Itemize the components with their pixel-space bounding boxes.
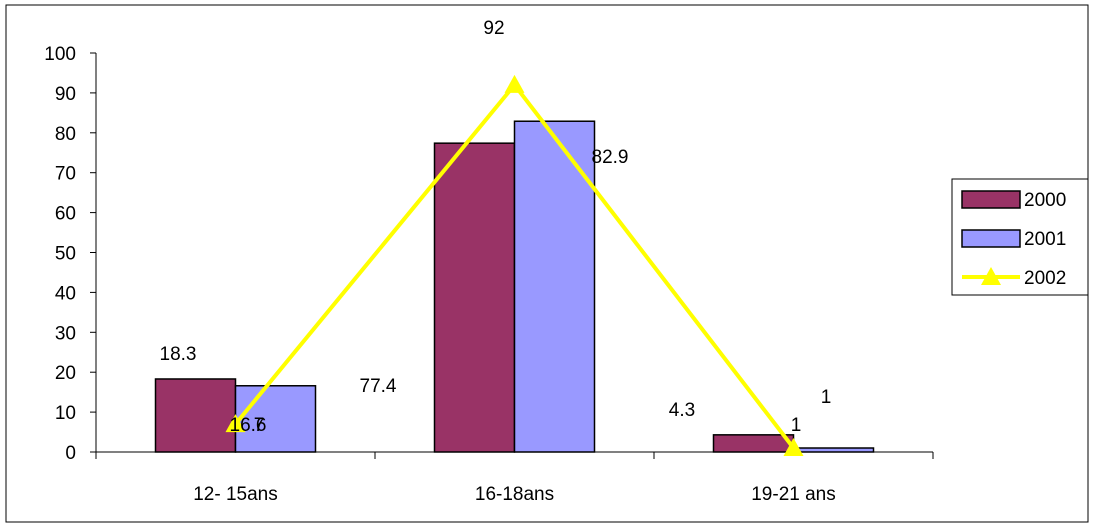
y-tick-label: 60: [55, 204, 76, 225]
bar-2001: [513, 120, 596, 453]
data-label-2000: 4.3: [669, 400, 695, 421]
y-tick-label: 90: [55, 84, 76, 105]
y-tick-label: 50: [55, 244, 76, 265]
y-tick-label: 20: [55, 363, 76, 384]
data-label-2001: 16.6: [230, 415, 267, 436]
bar-2001: [792, 447, 875, 453]
x-tick-label: 12- 15ans: [193, 484, 278, 505]
x-tick-label: 19-21 ans: [751, 484, 836, 505]
marker-2002: [504, 74, 525, 93]
data-label-2002: 92: [483, 18, 504, 39]
bar-2000: [154, 378, 237, 453]
legend-marker-2002: [981, 267, 1001, 285]
bars: [154, 120, 875, 453]
line-series: [225, 74, 804, 457]
data-label-2000: 77.4: [360, 376, 397, 397]
legend: 2000 2001 2002: [951, 178, 1089, 296]
y-tick-label: 10: [55, 403, 76, 424]
data-label-2002: 1: [791, 415, 802, 436]
y-tick-label: 80: [55, 124, 76, 145]
legend-label-2000: 2000: [1024, 190, 1066, 211]
y-tick-label: 30: [55, 323, 76, 344]
marker-2002: [225, 414, 246, 433]
x-tick-label: 16-18ans: [475, 484, 554, 505]
legend-label-2002: 2002: [1024, 268, 1066, 289]
data-label-2001: 1: [821, 387, 832, 408]
y-tick-label: 40: [55, 283, 76, 304]
legend-label-2001: 2001: [1024, 229, 1066, 250]
data-labels: 18.3 77.4 4.3 16.6 82.9 1 7 92 1: [160, 18, 832, 436]
data-label-2002: 7: [254, 415, 265, 436]
legend-swatch-2000: [961, 190, 1021, 209]
y-tick-label: 0: [65, 443, 76, 464]
y-tick-label: 70: [55, 164, 76, 185]
bar-2000: [712, 434, 795, 453]
legend-swatch-2001: [961, 229, 1021, 248]
marker-2002: [783, 438, 804, 457]
bar-2000: [433, 142, 516, 453]
y-tick-label: 100: [44, 44, 76, 65]
data-label-2000: 18.3: [160, 344, 197, 365]
data-label-2001: 82.9: [592, 147, 629, 168]
